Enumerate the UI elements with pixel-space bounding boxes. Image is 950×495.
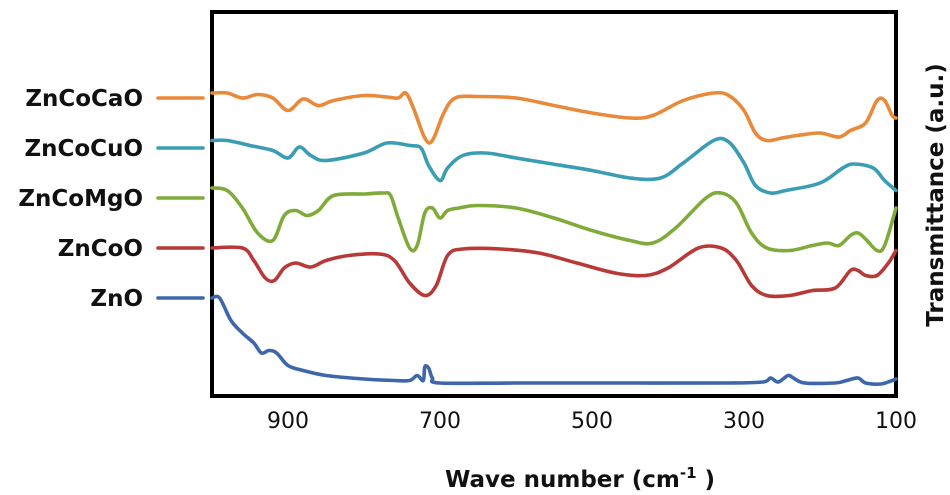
y-axis-title: Transmittance (a.u.)	[923, 63, 949, 326]
x-axis-title: Wave number (cm-1 )	[445, 464, 715, 493]
series-layer	[210, 90, 898, 386]
x-tick-label-700: 700	[419, 409, 461, 434]
series-line-zno	[210, 294, 898, 386]
legend-label-zncoo: ZnCoO	[58, 236, 143, 262]
plot-frame	[210, 10, 898, 398]
x-axis-title-superscript: -1	[680, 464, 697, 482]
legend-label-zncocuo: ZnCoCuO	[24, 136, 143, 162]
x-tick-label-300: 300	[723, 409, 765, 434]
legend-label-zno: ZnO	[90, 286, 143, 312]
x-tick-label-900: 900	[267, 409, 309, 434]
x-axis-title-end: )	[697, 467, 716, 493]
series-line-zncoo	[210, 244, 898, 299]
legend-label-zncocao: ZnCoCaO	[25, 86, 143, 112]
legend: ZnCoCaO ZnCoCuO ZnCoMgO ZnCoO ZnO	[18, 86, 205, 312]
x-tick-label-100: 100	[875, 409, 917, 434]
x-tick-label-500: 500	[571, 409, 613, 434]
series-line-zncocuo	[210, 136, 898, 195]
series-line-zncomgo	[210, 186, 898, 254]
series-line-zncocao	[210, 90, 898, 145]
x-axis-ticks: 900 700 500 300 100	[267, 409, 917, 434]
legend-label-zncomgo: ZnCoMgO	[18, 186, 143, 212]
